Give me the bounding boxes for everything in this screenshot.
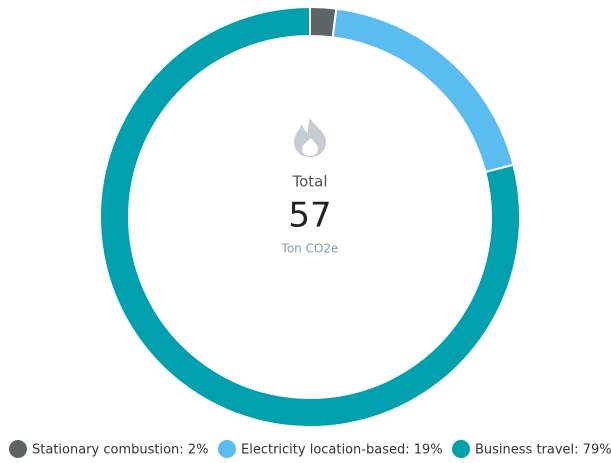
center-unit: Ton CO2e (281, 242, 339, 256)
center-value: 57 (288, 196, 331, 236)
flame-inner (302, 138, 318, 156)
legend-label: Electricity location-based: 19% (241, 443, 443, 458)
donut-slice (331, 7, 515, 174)
flame-outer (294, 118, 326, 157)
legend-marker (218, 440, 236, 458)
legend-label: Business travel: 79% (475, 443, 611, 458)
donut-slice (99, 5, 521, 428)
legend-marker (452, 440, 470, 458)
center-label: Total (291, 173, 327, 191)
legend-marker (9, 440, 27, 458)
legend-label: Stationary combustion: 2% (32, 443, 208, 458)
flame-icon (294, 118, 326, 157)
